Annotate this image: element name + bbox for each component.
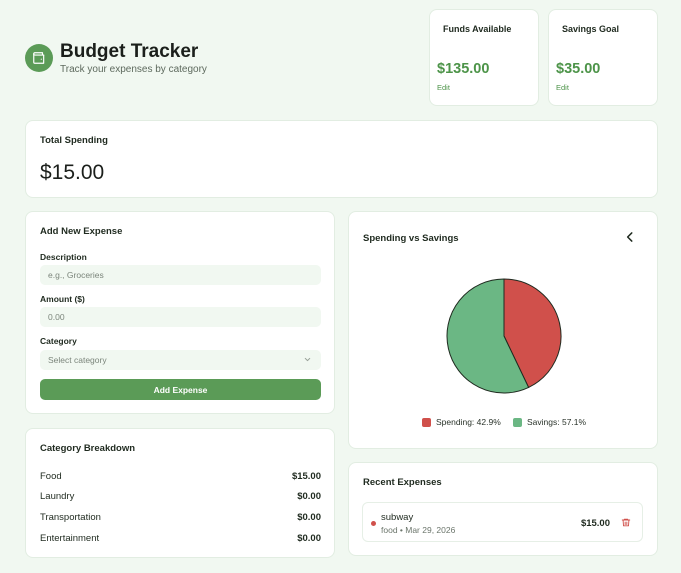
pie-slice-savings [446,278,530,394]
spending-vs-savings-card: Spending vs Savings Spending: 42.9% Savi… [348,211,658,449]
add-expense-card: Add New Expense Description Amount ($) C… [25,211,335,414]
chart-title: Spending vs Savings [363,233,459,244]
breakdown-amount: $15.00 [291,471,321,482]
add-expense-button[interactable]: Add Expense [40,379,321,400]
trash-icon[interactable] [621,517,631,528]
breakdown-category: Transportation [40,512,101,523]
breakdown-category: Entertainment [40,533,100,544]
category-dot [371,521,376,526]
app-logo [25,44,53,72]
category-breakdown-title: Category Breakdown [40,443,136,454]
breakdown-amount: $0.00 [297,533,321,544]
category-select-value: Select category [48,355,107,365]
legend-spending: Spending: 42.9% [422,417,501,427]
breakdown-row: Food $15.00 [40,471,321,485]
pie-slice-spending [503,278,562,389]
legend-spending-label: Spending: 42.9% [436,417,501,427]
breakdown-amount: $0.00 [297,491,321,502]
recent-expenses-card: Recent Expenses subway food • Mar 29, 20… [348,462,658,556]
description-label: Description [40,252,87,262]
app-subtitle: Track your expenses by category [60,64,207,75]
total-spending-value: $15.00 [40,161,105,184]
savings-edit-link[interactable]: Edit [556,83,569,92]
breakdown-category: Laundry [40,491,75,502]
expense-amount: $15.00 [580,518,610,529]
savings-goal-card: Savings Goal $35.00 Edit [548,9,658,106]
expense-name: subway [381,512,414,523]
category-label: Category [40,336,77,346]
breakdown-row: Laundry $0.00 [40,491,321,505]
savings-goal-label: Savings Goal [562,24,620,34]
amount-label: Amount ($) [40,294,85,304]
funds-available-value: $135.00 [437,61,490,77]
legend-savings-label: Savings: 57.1% [527,417,587,427]
breakdown-row: Transportation $0.00 [40,512,321,526]
description-input[interactable] [40,265,321,285]
chevron-left-icon[interactable] [623,230,637,244]
recent-expenses-title: Recent Expenses [363,477,442,488]
category-breakdown-card: Category Breakdown Food $15.00 Laundry $… [25,428,335,558]
funds-available-card: Funds Available $135.00 Edit [429,9,539,106]
breakdown-row: Entertainment $0.00 [40,533,321,547]
legend-swatch-spending [422,417,431,427]
chevron-down-icon [304,357,311,362]
funds-edit-link[interactable]: Edit [437,83,450,92]
pie-chart [446,278,562,394]
expense-meta: food • Mar 29, 2026 [381,525,456,535]
expense-item: subway food • Mar 29, 2026 $15.00 [362,502,643,542]
amount-input[interactable] [40,307,321,327]
wallet-icon [33,52,45,64]
app-title: Budget Tracker [60,41,199,62]
legend-savings: Savings: 57.1% [513,417,586,427]
breakdown-category: Food [40,471,62,482]
category-select[interactable]: Select category [40,350,321,370]
add-expense-title: Add New Expense [40,226,123,237]
funds-available-label: Funds Available [443,24,512,34]
breakdown-amount: $0.00 [297,512,321,523]
savings-goal-value: $35.00 [556,61,601,77]
total-spending-label: Total Spending [40,135,108,146]
total-spending-card: Total Spending $15.00 [25,120,658,198]
legend-swatch-savings [513,417,522,427]
